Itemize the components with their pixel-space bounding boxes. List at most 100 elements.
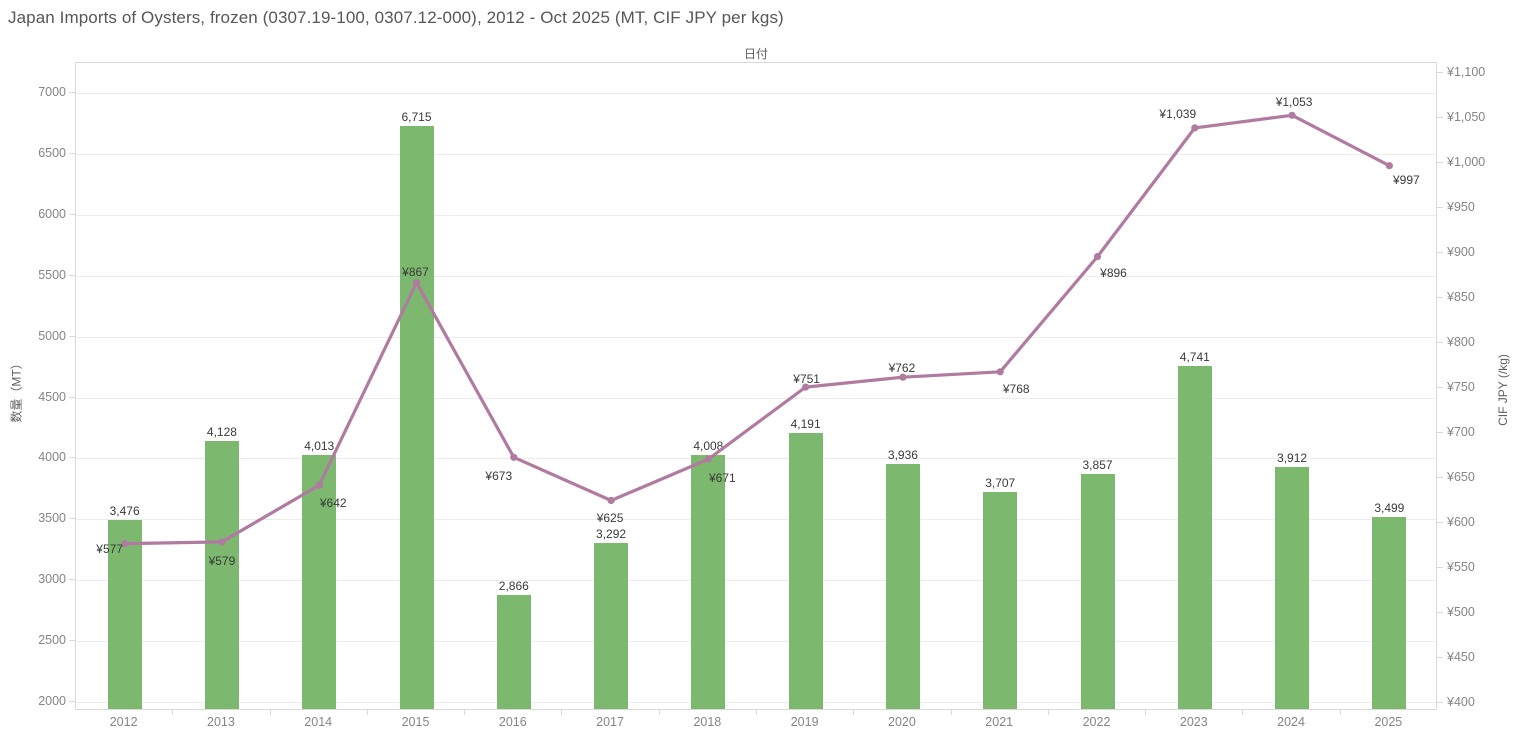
line-value-label: ¥762 <box>888 361 916 376</box>
y-axis-tick-label-right: ¥1,100 <box>1447 65 1486 79</box>
y-axis-tick-label-right: ¥550 <box>1447 560 1475 574</box>
x-axis-tick-label: 2017 <box>596 715 624 729</box>
line-point-2015[interactable] <box>412 279 421 287</box>
line-point-2019[interactable] <box>802 383 810 391</box>
line-point-2020[interactable] <box>899 373 907 381</box>
line-point-2023[interactable] <box>1191 124 1199 132</box>
y-axis-tick-right <box>1437 522 1443 523</box>
y-axis-tick-left <box>69 640 75 642</box>
x-axis-tick-label: 2021 <box>985 715 1014 729</box>
bar-2021[interactable] <box>983 492 1018 709</box>
bar-2024[interactable] <box>1275 467 1310 709</box>
x-axis-title: 日付 <box>743 47 768 61</box>
y-axis-tick-label-right: ¥700 <box>1447 425 1475 439</box>
y-axis-tick-label-right: ¥950 <box>1447 200 1475 214</box>
y-axis-tick-right <box>1437 567 1443 568</box>
y-axis-tick-right <box>1437 432 1443 433</box>
y-axis-tick-left <box>69 213 75 215</box>
y-axis-tick-right <box>1437 702 1443 703</box>
x-axis-tick-label: 2022 <box>1082 715 1111 729</box>
x-axis-tick <box>269 710 271 715</box>
gridline <box>76 153 1436 155</box>
y-axis-tick-right <box>1437 342 1443 343</box>
bar-2019[interactable] <box>788 433 823 709</box>
bar-2012[interactable] <box>107 520 142 709</box>
x-axis-tick-label: 2014 <box>304 715 333 729</box>
y-axis-tick-left <box>69 335 75 337</box>
bar-2016[interactable] <box>496 594 531 709</box>
x-axis-tick <box>366 710 368 715</box>
line-value-label: ¥867 <box>402 264 429 279</box>
line-point-2021[interactable] <box>996 368 1004 376</box>
y-axis-tick-right <box>1437 72 1443 73</box>
line-point-2014[interactable] <box>315 481 323 489</box>
bar-value-label: 6,715 <box>401 109 432 124</box>
x-axis-tick-label: 2024 <box>1277 715 1305 729</box>
line-value-label: ¥768 <box>1002 381 1030 396</box>
x-axis-tick-label: 2025 <box>1374 715 1403 729</box>
y-axis-tick-label-left: 7000 <box>38 85 66 99</box>
y-axis-tick-label-right: ¥800 <box>1447 335 1475 349</box>
line-value-label: ¥642 <box>319 496 347 511</box>
y-axis-tick-label-right: ¥750 <box>1447 380 1475 394</box>
line-point-2024[interactable] <box>1288 111 1296 119</box>
gridline <box>76 580 1436 582</box>
bar-2023[interactable] <box>1177 366 1212 709</box>
y-axis-tick-right <box>1437 297 1443 298</box>
line-point-2013[interactable] <box>218 538 226 546</box>
bar-2025[interactable] <box>1372 517 1407 709</box>
line-value-label: ¥1,039 <box>1159 106 1197 121</box>
x-axis-tick-label: 2023 <box>1179 715 1208 729</box>
line-value-label: ¥1,053 <box>1275 95 1313 110</box>
y-axis-tick-right <box>1437 252 1443 253</box>
bar-2015[interactable] <box>399 125 434 709</box>
bar-value-label: 3,857 <box>1082 457 1113 472</box>
y-axis-tick-left <box>69 274 75 276</box>
y-axis-tick-left <box>69 396 75 398</box>
bar-value-label: 3,476 <box>109 504 140 519</box>
y-axis-tick-label-left: 4500 <box>38 389 66 404</box>
line-value-label: ¥997 <box>1392 172 1420 187</box>
bar-value-label: 4,013 <box>304 438 335 453</box>
bar-value-label: 4,128 <box>206 424 237 439</box>
bar-2017[interactable] <box>594 542 629 709</box>
y-axis-tick-label-right: ¥1,000 <box>1447 155 1486 169</box>
gridline <box>76 702 1436 703</box>
line-point-2017[interactable] <box>607 496 615 505</box>
bar-2022[interactable] <box>1080 473 1115 709</box>
line-point-2025[interactable] <box>1385 162 1393 170</box>
gridline <box>76 214 1436 216</box>
line-point-2012[interactable] <box>121 540 129 548</box>
bar-value-label: 4,008 <box>693 439 724 454</box>
line-point-2016[interactable] <box>510 453 518 461</box>
bar-2018[interactable] <box>691 455 726 709</box>
y-axis-tick-label-right: ¥900 <box>1447 245 1475 259</box>
x-axis-tick-label: 2019 <box>790 715 819 729</box>
bar-2013[interactable] <box>204 440 239 709</box>
y-axis-tick-label-left: 3500 <box>38 511 66 526</box>
y-axis-tick-left <box>69 518 75 520</box>
gridline <box>76 275 1436 277</box>
line-point-2018[interactable] <box>704 455 712 463</box>
y-axis-tick-right <box>1437 162 1443 163</box>
y-axis-tick-label-left: 2500 <box>38 633 66 648</box>
y-axis-tick-left <box>69 152 75 154</box>
y-axis-tick-label-left: 2000 <box>38 694 66 708</box>
x-axis-tick-label: 2013 <box>207 715 235 729</box>
x-axis-tick-label: 2016 <box>498 715 527 729</box>
price-line <box>124 113 1391 546</box>
right-axis-title: CIF JPY (/kg) <box>1496 354 1510 426</box>
x-axis-tick <box>1047 710 1049 715</box>
gridline <box>76 93 1436 94</box>
gridline <box>76 397 1436 399</box>
y-axis-tick-right <box>1437 612 1443 613</box>
line-point-2022[interactable] <box>1093 253 1102 261</box>
bar-2014[interactable] <box>302 454 337 709</box>
bar-2020[interactable] <box>885 464 920 709</box>
y-axis-tick-label-right: ¥600 <box>1447 515 1475 529</box>
y-axis-tick-label-right: ¥650 <box>1447 470 1475 484</box>
y-axis-tick-label-right: ¥400 <box>1447 695 1475 709</box>
x-axis-tick-label: 2015 <box>401 715 430 729</box>
gridline <box>76 458 1436 460</box>
y-axis-tick-left <box>69 579 75 581</box>
